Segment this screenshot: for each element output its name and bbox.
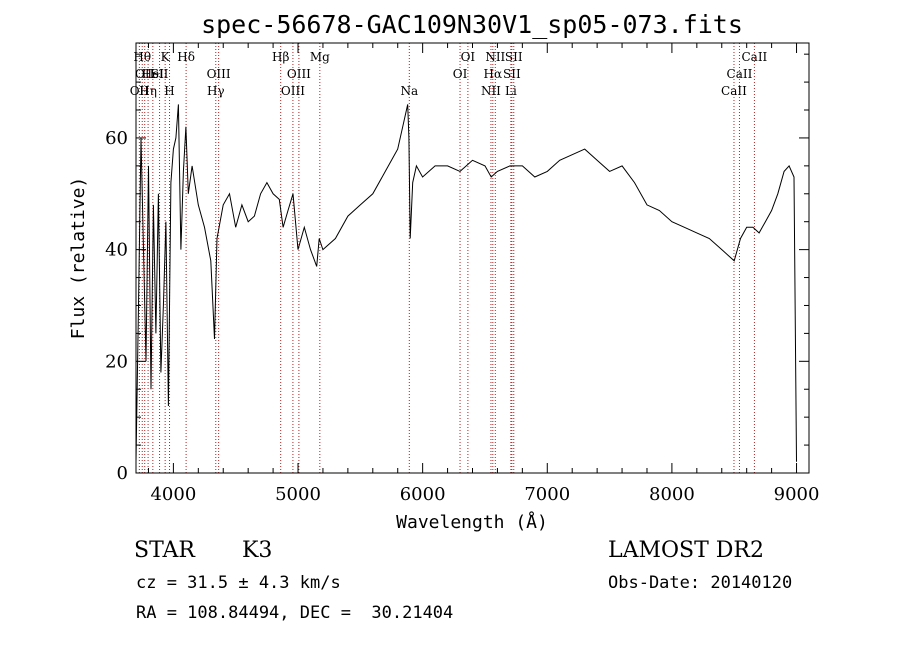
object-subclass: K3 xyxy=(242,538,273,563)
spectral-line-label: OI xyxy=(461,50,476,64)
spectral-line-label: SII xyxy=(505,50,523,64)
x-axis-label: Wavelength (Å) xyxy=(396,511,548,533)
spectral-line-label: CaII xyxy=(721,84,747,98)
spectral-line-label: Hθ xyxy=(133,50,151,64)
y-tick-label: 0 xyxy=(117,463,128,484)
spectral-line-label: OII xyxy=(135,67,155,81)
spectral-line-label: OI xyxy=(453,67,468,81)
spectral-line-label: Hδ xyxy=(177,50,195,64)
spectral-line-labels: OIIHθOIIHηHeISIIKHHδHγOIIIHβOIIIOIIIMgNa… xyxy=(130,50,768,98)
plot-frame xyxy=(135,42,810,474)
spectral-line-label: OIII xyxy=(281,84,305,98)
spectral-line-label: SII xyxy=(151,67,169,81)
spectral-line-label: OIII xyxy=(207,67,231,81)
spectral-line-label: Li xyxy=(505,84,517,98)
redshift-cz: cz = 31.5 ± 4.3 km/s xyxy=(136,573,341,593)
x-tick-label: 5000 xyxy=(275,484,321,505)
spectral-line-label: CaII xyxy=(741,50,767,64)
x-tick-label: 6000 xyxy=(400,484,446,505)
y-tick-label: 40 xyxy=(105,240,128,261)
spectral-line-label: Hβ xyxy=(272,50,289,64)
axis-ticks: 4000 5000 6000 7000 8000 9000 0 20 40 60 xyxy=(105,43,819,505)
y-tick-label: 20 xyxy=(105,351,128,372)
spectral-line-label: Mg xyxy=(310,50,330,64)
spectral-line-label: K xyxy=(161,50,171,64)
spectral-line-label: CaII xyxy=(727,67,753,81)
spectral-line-label: SII xyxy=(503,67,521,81)
x-tick-label: 9000 xyxy=(774,484,820,505)
x-tick-label: 4000 xyxy=(150,484,196,505)
y-tick-label: 60 xyxy=(105,128,128,149)
spectral-line-label: H xyxy=(164,84,174,98)
coordinates: RA = 108.84494, DEC = 30.21404 xyxy=(136,603,454,623)
spectral-line-label: Hη xyxy=(139,84,157,98)
flux-series-line xyxy=(135,104,797,462)
observation-date: Obs-Date: 20140120 xyxy=(608,573,793,593)
x-tick-label: 8000 xyxy=(649,484,695,505)
spectral-line-label: Hγ xyxy=(207,84,225,98)
spectral-line-label: OIII xyxy=(287,67,311,81)
y-axis-label: Flux (relative) xyxy=(68,177,89,340)
x-tick-label: 7000 xyxy=(524,484,570,505)
chart-title: spec-56678-GAC109N30V1_sp05-073.fits xyxy=(201,10,743,39)
spectral-line-label: NII xyxy=(485,50,505,64)
survey-name: LAMOST DR2 xyxy=(608,538,764,563)
spectral-lines xyxy=(138,43,755,473)
spectral-line-label: NII xyxy=(481,84,501,98)
spectral-line-label: Hα xyxy=(484,67,503,81)
object-class: STAR xyxy=(134,538,195,563)
spectral-line-label: HeI xyxy=(142,67,165,81)
spectral-line-label: OII xyxy=(130,84,150,98)
spectral-line-label: Na xyxy=(400,84,418,98)
